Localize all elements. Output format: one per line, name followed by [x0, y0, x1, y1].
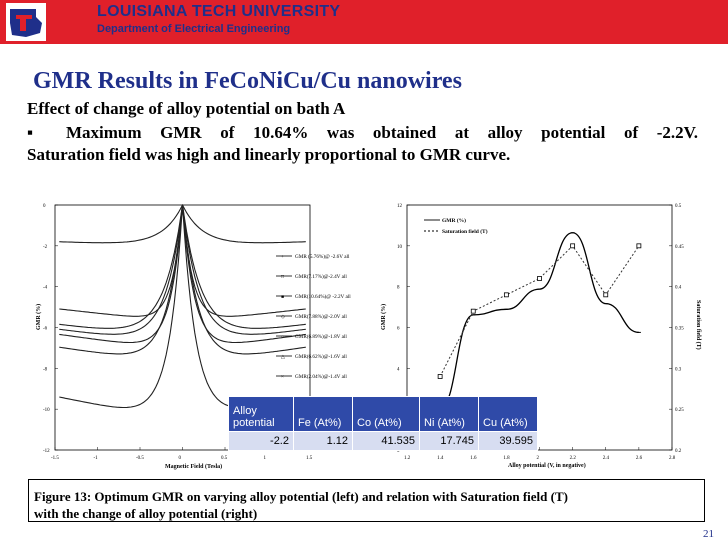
left-y-tick-label: -4	[43, 286, 48, 291]
right-xlabel: Alloy potential (V, in negative)	[508, 462, 586, 469]
composition-table: Alloy potential Fe (At%) Co (At%) Ni (At…	[228, 396, 538, 451]
table-cell: -2.2	[228, 431, 294, 451]
table-header: Fe (At%)	[293, 396, 353, 432]
header-bar: LOUISIANA TECH UNIVERSITY Department of …	[0, 0, 728, 44]
right-x-tick-label: 2.6	[636, 456, 643, 461]
bullet-icon: ▪	[27, 123, 66, 142]
left-y-tick-label: -6	[43, 327, 48, 332]
right-y-tick-label: 4	[397, 367, 400, 372]
right-y-tick-label: 6	[397, 327, 400, 332]
left-legend-label: GMR (5.76%)@ -2.6V all	[295, 253, 350, 260]
right-y-tick-label: 0	[397, 449, 400, 454]
right-x-tick-label: 1.4	[437, 456, 444, 461]
right-satfield-point	[437, 374, 443, 379]
table-cell: 1.12	[293, 431, 353, 451]
caption-line1: Figure 13: Optimum GMR on varying alloy …	[34, 489, 568, 504]
left-x-tick-label: -1.5	[51, 456, 59, 461]
left-x-tick-label: -1	[94, 456, 99, 461]
left-gmr-curve	[59, 203, 306, 244]
right-satfield-point	[603, 292, 609, 298]
table-header-row: Alloy potential Fe (At%) Co (At%) Ni (At…	[228, 396, 538, 432]
right-y2label: Saturation field (T)	[695, 300, 702, 350]
right-y2-tick-label: 0.45	[675, 245, 684, 250]
left-xlabel: Magnetic Field (Tesla)	[165, 463, 222, 470]
left-y-tick-label: -2	[43, 245, 48, 250]
right-x-tick-label: 1.2	[404, 456, 411, 461]
right-chart-curves	[437, 232, 642, 409]
left-y-tick-label: -10	[43, 408, 50, 413]
left-x-tick-label: 0	[179, 456, 182, 461]
table-header: Ni (At%)	[419, 396, 479, 432]
right-y-tick-label: 12	[397, 204, 403, 209]
table-row: -2.2 1.12 41.535 17.745 39.595	[228, 431, 538, 451]
right-satfield-point	[570, 243, 576, 249]
left-legend-marker: +	[281, 255, 284, 260]
right-x-tick-label: 2	[537, 456, 540, 461]
right-y2-tick-label: 0.4	[675, 286, 682, 291]
left-ylabel: GMR (%)	[35, 304, 42, 330]
right-y-tick-label: 10	[397, 245, 403, 250]
right-satfield-point	[636, 243, 642, 249]
table-header: Alloy potential	[228, 396, 294, 432]
right-y2-tick-label: 0.35	[675, 327, 684, 332]
right-x-tick-label: 2.8	[669, 456, 676, 461]
left-legend-label: GMR(6.62%)@-1.6V all	[295, 353, 347, 360]
university-logo	[6, 3, 46, 41]
table-cell: 39.595	[478, 431, 538, 451]
table-header: Co (At%)	[352, 396, 420, 432]
table-cell: 41.535	[352, 431, 420, 451]
right-x-tick-label: 1.8	[503, 456, 510, 461]
page-number: 21	[703, 528, 714, 540]
left-x-tick-label: 1.5	[306, 456, 313, 461]
table-header: Cu (At%)	[478, 396, 538, 432]
right-y-tick-label: 8	[397, 286, 400, 291]
left-legend-marker: △	[281, 354, 285, 360]
bullet-point: ▪ Maximum GMR of 10.64% was obtained at …	[27, 122, 698, 144]
right-x-tick-label: 2.2	[570, 456, 577, 461]
right-x-tick-label: 2.4	[603, 456, 610, 461]
left-legend-marker: ×	[281, 375, 284, 380]
left-legend-label: GMR(7.88%)@-2.0V all	[295, 313, 347, 320]
right-y2-tick-label: 0.25	[675, 408, 684, 413]
department-name: Department of Electrical Engineering	[97, 23, 291, 35]
right-chart-ticks: 1.21.41.61.822.22.42.62.81210864200.50.4…	[397, 204, 684, 461]
figure-caption: Figure 13: Optimum GMR on varying alloy …	[28, 479, 705, 522]
university-name: LOUISIANA TECH UNIVERSITY	[97, 3, 341, 20]
left-legend-label: GMR(10.64%)@ -2.2V all	[295, 293, 351, 300]
right-satfield-point	[503, 292, 509, 298]
right-x-tick-label: 1.6	[470, 456, 477, 461]
left-chart-ticks: -1.5 -1 -0.5 0 0.5 1 1.5 0 -2 -4 -6 -8 -10 -12	[43, 204, 313, 461]
left-legend-label: GMR(6.89%)@-1.8V all	[295, 333, 347, 340]
left-legend-marker: ○	[281, 335, 284, 340]
right-ylabel: GMR (%)	[380, 304, 387, 330]
right-y2-tick-label: 0.5	[675, 204, 682, 209]
left-legend-marker: ■	[281, 295, 284, 300]
slide-title: GMR Results in FeCoNiCu/Cu nanowires	[33, 68, 462, 94]
right-y2-tick-label: 0.3	[675, 367, 682, 372]
bullet-line1: Maximum GMR of 10.64% was obtained at al…	[66, 123, 698, 142]
left-legend-marker: □	[281, 275, 284, 280]
right-legend-label: GMR (%)	[442, 217, 466, 224]
table-cell: 17.745	[419, 431, 479, 451]
left-y-tick-label: 0	[43, 204, 46, 209]
left-y-tick-label: -8	[43, 367, 48, 372]
left-x-tick-label: 0.5	[221, 456, 228, 461]
left-y-tick-label: -12	[43, 449, 50, 454]
left-x-tick-label: -0.5	[136, 456, 144, 461]
left-legend-label: GMR(7.17%)@-2.4V all	[295, 273, 347, 280]
right-chart-legend: GMR (%) Saturation field (T)	[424, 217, 488, 235]
right-satfield-point	[470, 308, 476, 314]
right-satfield-point	[537, 276, 542, 281]
left-legend-marker: ◇	[281, 314, 285, 320]
left-chart-legend: + GMR (5.76%)@ -2.6V all □ GMR(7.17%)@-2.4V…	[276, 253, 351, 380]
left-legend-label: GMR(2.04%)@-1.4V all	[295, 373, 347, 380]
right-y2-tick-label: 0.2	[675, 449, 682, 454]
left-x-tick-label: 1	[264, 456, 267, 461]
right-legend-label: Saturation field (T)	[442, 228, 488, 235]
caption-line2: with the change of alloy potential (righ…	[34, 506, 258, 521]
bullet-line2: Saturation field was high and linearly p…	[27, 145, 511, 164]
slide-subtitle: Effect of change of alloy potential on b…	[27, 99, 346, 118]
